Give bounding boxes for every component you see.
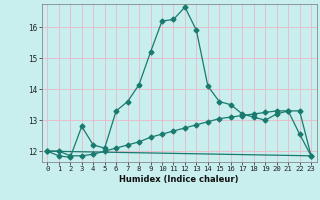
X-axis label: Humidex (Indice chaleur): Humidex (Indice chaleur) [119, 175, 239, 184]
